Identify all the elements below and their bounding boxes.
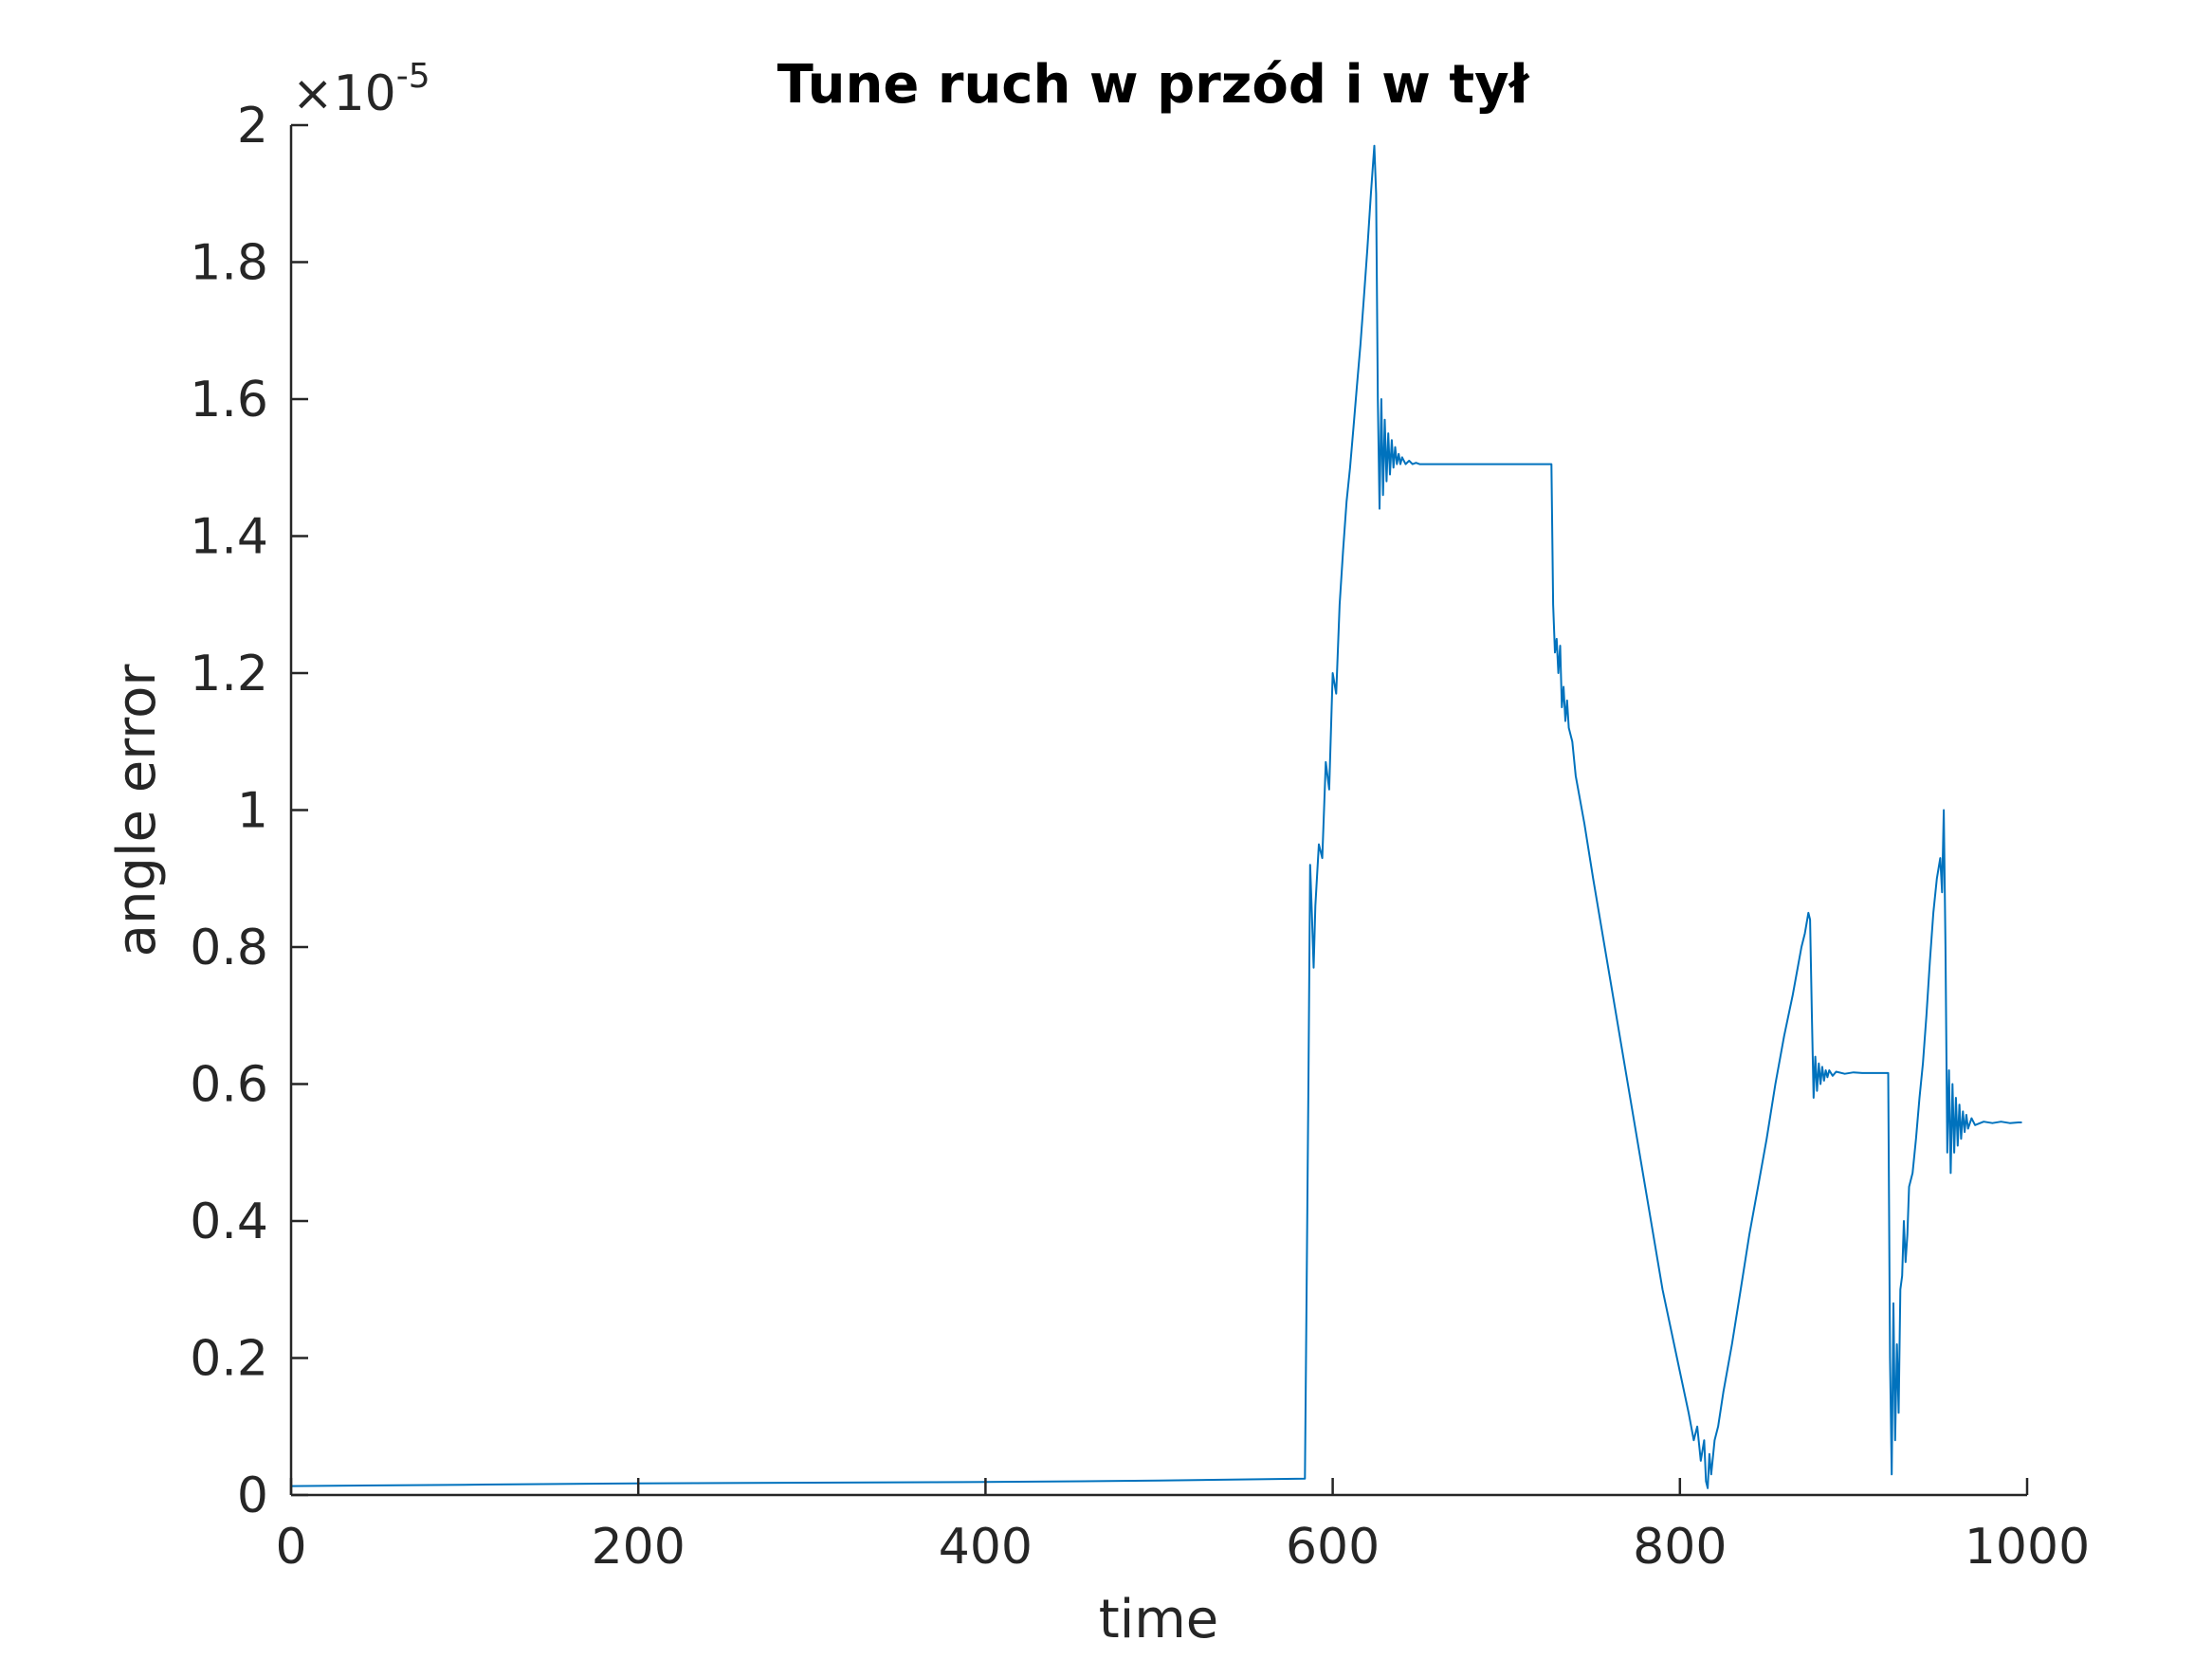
y-axis-exponent-base: ×10 — [292, 65, 396, 122]
y-tick-label: 1.4 — [190, 509, 268, 566]
y-axis-exponent-power: -5 — [396, 57, 430, 96]
series-line — [290, 144, 2022, 1489]
y-tick-label: 1.8 — [190, 235, 268, 292]
x-tick-label: 1000 — [1965, 1519, 2090, 1576]
y-tick-label: 0.2 — [190, 1331, 268, 1388]
ticks: 0 200 400 600 800 1000 0 0.2 0.4 0.6 0.8 1 1.2 1.4 1.6… — [190, 98, 2090, 1576]
y-tick-label: 1 — [237, 783, 268, 840]
y-tick-label: 0.6 — [190, 1057, 268, 1114]
y-tick-label: 2 — [237, 98, 268, 155]
y-axis-exponent: ×10-5 — [292, 57, 430, 122]
y-tick-label: 0 — [237, 1468, 268, 1524]
x-tick-label: 800 — [1633, 1519, 1727, 1576]
x-tick-label: 400 — [939, 1519, 1033, 1576]
x-tick-label: 0 — [275, 1519, 306, 1576]
y-axis-label: angle error — [106, 664, 168, 957]
y-tick-label: 1.6 — [190, 372, 268, 428]
x-tick-label: 600 — [1286, 1519, 1380, 1576]
x-axis-label: time — [1099, 1589, 1219, 1650]
chart-title: Tune ruch w przód i w tył — [777, 54, 1530, 116]
y-tick-label: 0.4 — [190, 1194, 268, 1250]
y-tick-label: 1.2 — [190, 646, 268, 702]
y-tick-label: 0.8 — [190, 920, 268, 976]
series-layer — [290, 144, 2022, 1489]
x-tick-label: 200 — [592, 1519, 686, 1576]
